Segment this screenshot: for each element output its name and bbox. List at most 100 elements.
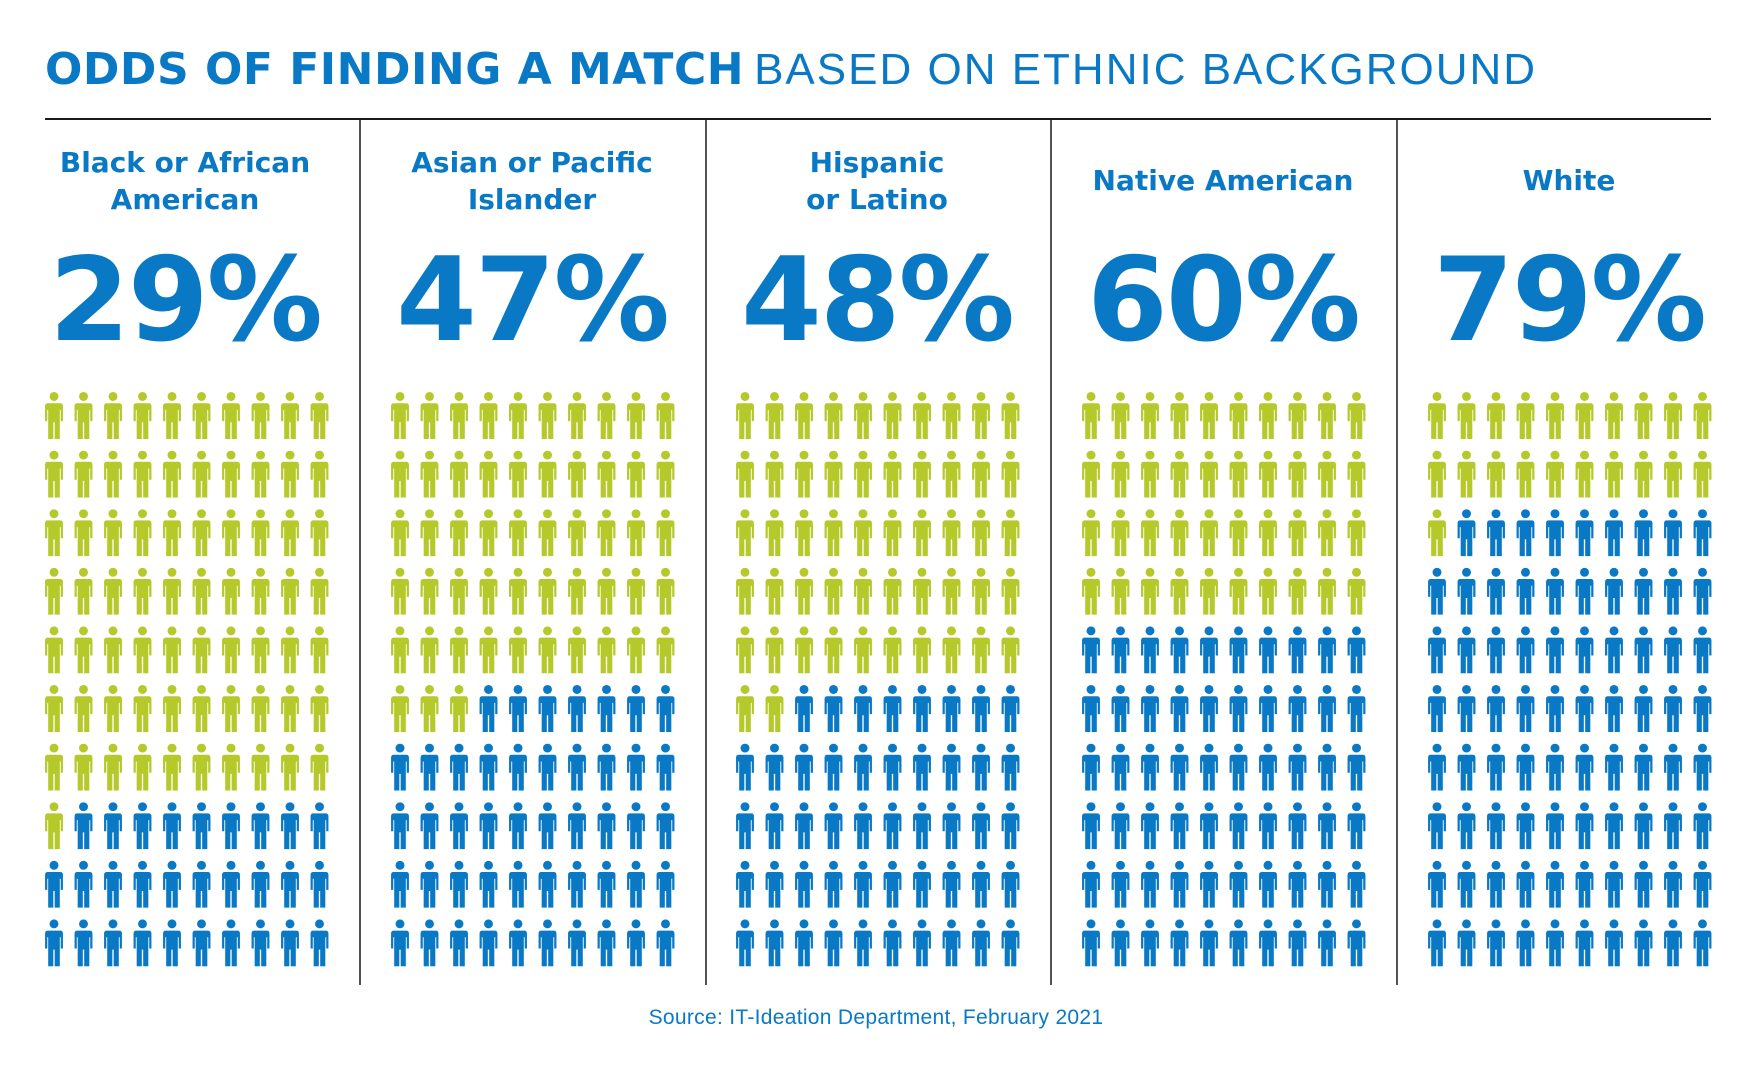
person-icon-no-match: [883, 567, 902, 615]
person-icon-match: [251, 802, 270, 850]
person-icon-match: [1200, 743, 1218, 791]
person-icon-no-match: [1575, 392, 1594, 439]
person-icon-match: [1575, 509, 1594, 557]
person-icon-match: [1428, 860, 1446, 908]
person-icon-match: [627, 860, 645, 908]
person-icon-no-match: [1082, 567, 1100, 615]
category-label: Native American: [1093, 164, 1354, 197]
category-label-line: Hispanic: [810, 146, 945, 179]
person-icon-no-match: [479, 626, 498, 674]
person-icon-no-match: [310, 392, 329, 439]
person-icon-match: [597, 743, 616, 791]
person-icon-match: [74, 802, 93, 850]
person-icon-no-match: [1693, 392, 1712, 439]
person-icon-match: [163, 802, 181, 850]
person-icon-match: [913, 919, 931, 967]
person-icon-no-match: [597, 626, 616, 674]
person-icon-no-match: [765, 567, 784, 615]
person-icon-match: [1634, 860, 1653, 908]
person-icon-match: [1347, 860, 1366, 908]
person-icon-match: [824, 685, 843, 732]
person-icon-match: [1170, 860, 1189, 908]
person-icon-match: [1170, 919, 1189, 967]
person-icon-match: [1141, 626, 1159, 674]
person-icon-match: [1141, 802, 1159, 850]
person-icon-match: [1347, 685, 1366, 732]
person-icon-match: [1318, 685, 1336, 732]
person-icon-no-match: [133, 743, 152, 791]
person-icon-match: [1318, 743, 1336, 791]
person-icon-match: [597, 802, 616, 850]
person-icon-no-match: [1605, 450, 1623, 498]
person-icon-match: [1457, 509, 1476, 557]
person-icon-no-match: [163, 509, 181, 557]
person-icon-match: [1428, 743, 1446, 791]
person-icon-match: [1575, 626, 1594, 674]
person-icon-match: [656, 802, 675, 850]
person-icon-match: [1575, 685, 1594, 732]
person-icon-match: [1693, 509, 1712, 557]
person-icon-match: [1516, 743, 1535, 791]
person-icon-match: [222, 860, 240, 908]
person-icon-no-match: [391, 685, 409, 732]
person-icon-no-match: [913, 392, 931, 439]
person-icon-no-match: [251, 450, 270, 498]
person-icon-match: [104, 860, 122, 908]
person-icon-match: [942, 743, 961, 791]
person-icon-match: [222, 802, 240, 850]
person-icon-no-match: [1546, 450, 1564, 498]
person-icon-no-match: [281, 450, 299, 498]
person-icon-match: [627, 919, 645, 967]
category-label: White: [1523, 164, 1616, 197]
person-icon-match: [1259, 802, 1277, 850]
person-icon-no-match: [972, 626, 990, 674]
person-icon-no-match: [74, 685, 93, 732]
person-icon-no-match: [1082, 509, 1100, 557]
person-icon-no-match: [972, 450, 990, 498]
person-icon-no-match: [391, 392, 409, 439]
person-icon-no-match: [192, 685, 211, 732]
person-icon-no-match: [854, 509, 872, 557]
person-icon-no-match: [222, 685, 240, 732]
person-icon-no-match: [450, 392, 468, 439]
person-icon-match: [1487, 567, 1505, 615]
person-icon-no-match: [942, 392, 961, 439]
person-icon-match: [1428, 802, 1446, 850]
person-icon-no-match: [45, 626, 63, 674]
person-icon-no-match: [942, 567, 961, 615]
person-icon-match: [1516, 919, 1535, 967]
person-icon-no-match: [913, 509, 931, 557]
person-icon-no-match: [222, 392, 240, 439]
person-icon-match: [913, 743, 931, 791]
person-icon-match: [1170, 685, 1189, 732]
person-icon-match: [420, 802, 439, 850]
person-icon-no-match: [1347, 567, 1366, 615]
person-icon-match: [1259, 860, 1277, 908]
person-icon-no-match: [310, 626, 329, 674]
person-icon-match: [1664, 743, 1682, 791]
person-icon-match: [1318, 626, 1336, 674]
person-icon-match: [1575, 802, 1594, 850]
person-icon-no-match: [1288, 509, 1307, 557]
person-icon-no-match: [420, 450, 439, 498]
person-icon-no-match: [854, 392, 872, 439]
person-icon-no-match: [104, 567, 122, 615]
person-icon-match: [391, 743, 409, 791]
person-icon-no-match: [192, 567, 211, 615]
person-icon-no-match: [1170, 567, 1189, 615]
person-icon-no-match: [1111, 567, 1130, 615]
person-icon-no-match: [1318, 509, 1336, 557]
person-icon-match: [1634, 567, 1653, 615]
person-icon-no-match: [74, 392, 93, 439]
person-icon-match: [1664, 919, 1682, 967]
person-icon-match: [854, 743, 872, 791]
person-icon-match: [509, 685, 527, 732]
person-icon-no-match: [104, 509, 122, 557]
person-icon-match: [1575, 860, 1594, 908]
person-icon-no-match: [104, 450, 122, 498]
person-icon-no-match: [509, 567, 527, 615]
person-icon-match: [509, 860, 527, 908]
category-label-line: Black or African: [60, 146, 310, 179]
person-icon-match: [1457, 802, 1476, 850]
person-icon-no-match: [568, 567, 586, 615]
